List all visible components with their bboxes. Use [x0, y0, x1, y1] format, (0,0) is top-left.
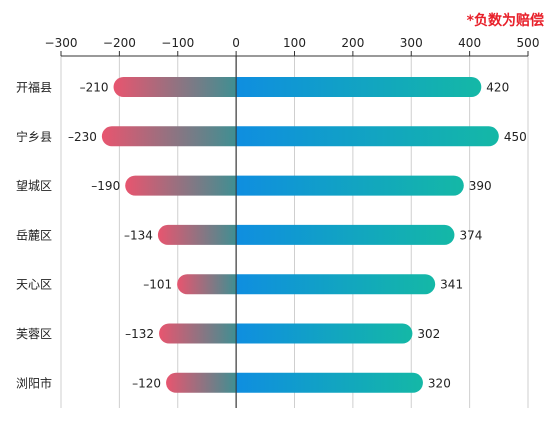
bar-negative — [125, 175, 237, 196]
y-category-label: 宁乡县 — [16, 129, 52, 144]
x-tick-label: 100 — [283, 36, 306, 50]
x-tick-label: 400 — [458, 36, 481, 50]
bar-positive — [236, 126, 499, 147]
x-tick-label: 200 — [341, 36, 364, 50]
data-label-positive: 420 — [486, 81, 509, 95]
data-label-positive: 302 — [417, 327, 440, 341]
data-label-negative: –230 — [68, 130, 97, 144]
data-label-positive: 320 — [428, 376, 451, 390]
data-label-positive: 374 — [459, 228, 482, 242]
data-label-positive: 390 — [469, 179, 492, 193]
bar-negative — [177, 274, 237, 295]
bar-positive — [236, 274, 436, 295]
bar-positive — [236, 323, 413, 344]
bars — [101, 77, 499, 393]
x-tick-label: −200 — [103, 36, 136, 50]
y-category-label: 望城区 — [16, 179, 52, 193]
bar-negative — [101, 126, 237, 147]
bar-negative — [113, 77, 237, 97]
y-category-label: 浏阳市 — [16, 375, 52, 390]
data-labels: –210 420 –230 450 –190 390 –134 374 –101 341 –132 3… — [68, 56, 527, 408]
data-label-negative: –120 — [132, 376, 161, 390]
bar-positive — [236, 224, 455, 245]
data-label-negative: –101 — [143, 278, 172, 292]
data-label-negative: –134 — [124, 228, 153, 242]
data-label-negative: –132 — [125, 327, 154, 341]
data-label-positive: 450 — [504, 130, 527, 144]
bar-negative — [157, 224, 237, 245]
y-category-label: 芙蓉区 — [16, 327, 52, 341]
y-category-label: 开福县 — [16, 80, 52, 95]
x-axis: −300 −200 −100 0 100 200 300 400 500 — [45, 36, 540, 57]
bar-negative — [166, 372, 237, 393]
bar-positive — [236, 77, 482, 97]
y-category-label: 天心区 — [16, 278, 52, 292]
x-tick-label: 0 — [232, 36, 240, 50]
data-label-negative: –210 — [80, 81, 109, 95]
y-category-label: 岳麓区 — [16, 228, 52, 242]
bar-positive — [236, 175, 464, 196]
negative-note: *负数为赔偿 — [466, 13, 544, 29]
x-tick-label: −300 — [45, 36, 78, 50]
bar-negative — [159, 323, 237, 344]
x-tick-label: 300 — [400, 36, 423, 50]
x-tick-label: −100 — [161, 36, 194, 50]
bar-positive — [236, 372, 423, 393]
data-label-positive: 341 — [440, 278, 463, 292]
data-label-negative: –190 — [91, 179, 120, 193]
x-tick-label: 500 — [517, 36, 540, 50]
